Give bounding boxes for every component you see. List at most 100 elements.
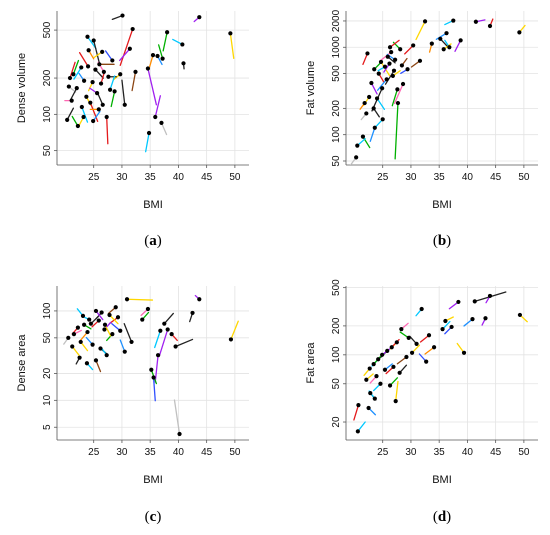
data-layer	[64, 13, 235, 153]
data-point	[66, 335, 71, 340]
data-layer	[353, 291, 528, 434]
data-point	[372, 396, 377, 401]
data-point	[406, 335, 411, 340]
y-tick-label: 2000	[331, 9, 342, 32]
trajectory-segment	[415, 20, 426, 41]
data-point	[110, 332, 115, 337]
trajectory-segment	[173, 399, 181, 435]
data-point	[380, 117, 385, 122]
trajectory-segment	[154, 354, 159, 383]
trajectory-segment	[73, 66, 82, 80]
y-axis-label: Fat area	[305, 342, 317, 384]
data-point	[387, 383, 393, 388]
y-tick-label: 500	[331, 279, 342, 296]
data-point	[384, 77, 389, 82]
data-point	[93, 308, 99, 314]
data-point	[397, 370, 402, 375]
data-point	[456, 299, 461, 305]
data-point	[367, 366, 372, 371]
data-point	[405, 67, 410, 72]
data-point	[473, 19, 478, 24]
data-point	[228, 31, 233, 36]
trajectory-segment	[362, 135, 371, 149]
x-axis-label: BMI	[143, 199, 163, 211]
data-point	[470, 317, 475, 322]
data-point	[422, 19, 428, 24]
y-tick-label: 100	[331, 346, 342, 363]
data-point	[374, 96, 380, 101]
data-point	[101, 69, 106, 74]
data-point	[85, 329, 90, 335]
data-point	[104, 114, 109, 120]
y-tick-label: 500	[331, 65, 342, 82]
data-point	[97, 62, 102, 67]
data-point	[399, 327, 404, 332]
trajectory-segment	[131, 71, 137, 92]
data-point	[104, 353, 109, 358]
data-point	[393, 57, 398, 62]
data-point	[158, 328, 163, 333]
data-point	[127, 46, 132, 51]
data-point	[374, 374, 379, 379]
trajectory-segment	[154, 330, 161, 349]
panel-label-open: (	[145, 509, 150, 525]
y-tick-label: 5	[42, 424, 53, 430]
data-point	[99, 310, 104, 315]
y-tick-label: 50	[42, 332, 53, 344]
data-point	[115, 315, 121, 320]
y-axis-label: Dense volume	[16, 53, 28, 123]
data-point	[391, 364, 396, 369]
data-point	[366, 405, 371, 411]
y-tick-label: 20	[331, 416, 342, 428]
data-point	[424, 359, 429, 364]
data-point	[190, 310, 195, 316]
data-point	[197, 297, 202, 302]
y-axis-label: Fat volume	[305, 61, 317, 115]
data-point	[118, 72, 123, 77]
data-point	[177, 431, 182, 437]
data-point	[355, 429, 360, 434]
data-point	[118, 328, 123, 333]
x-tick-label: 50	[229, 172, 241, 183]
data-point	[77, 355, 82, 360]
x-tick-label: 50	[229, 447, 241, 458]
data-point	[71, 332, 77, 337]
data-point	[90, 80, 95, 85]
data-point	[86, 48, 91, 53]
trajectory-segment	[376, 78, 388, 91]
panel-c: 25 30 35 40 45 50 5 10 20 50 100 BMI Dense area (c)	[16, 286, 249, 525]
data-point	[429, 41, 434, 46]
panel-label-open: (	[144, 233, 149, 249]
data-point	[112, 89, 117, 94]
data-point	[102, 322, 108, 327]
data-point	[107, 87, 113, 92]
x-tick-label: 45	[490, 172, 502, 183]
trajectory-segment	[109, 75, 116, 91]
data-point	[441, 47, 446, 52]
data-point	[91, 118, 96, 124]
x-tick-label: 40	[462, 447, 474, 458]
data-point	[162, 321, 167, 326]
data-point	[80, 313, 86, 318]
data-point	[360, 134, 366, 139]
data-point	[365, 51, 370, 56]
panel-a: 25 30 35 40 45 50 50 100 200 500 BMI Dense volume (a…	[16, 11, 249, 249]
trajectory-segment	[126, 298, 154, 301]
data-point	[395, 100, 401, 106]
panel-label: (a)	[144, 233, 162, 249]
data-point	[426, 333, 432, 338]
x-tick-label: 25	[377, 447, 389, 458]
data-point	[93, 358, 99, 363]
trajectory-segment	[145, 132, 150, 153]
data-point	[79, 104, 84, 110]
trajectory-segment	[229, 32, 235, 60]
panel-label-letter: a	[149, 233, 157, 249]
trajectory-segment	[110, 90, 116, 108]
x-tick-label: 45	[490, 447, 502, 458]
data-point	[364, 377, 369, 382]
trajectory-segment	[369, 127, 376, 142]
trajectory-segment	[160, 122, 168, 136]
data-point	[409, 350, 415, 355]
data-point	[404, 354, 409, 360]
